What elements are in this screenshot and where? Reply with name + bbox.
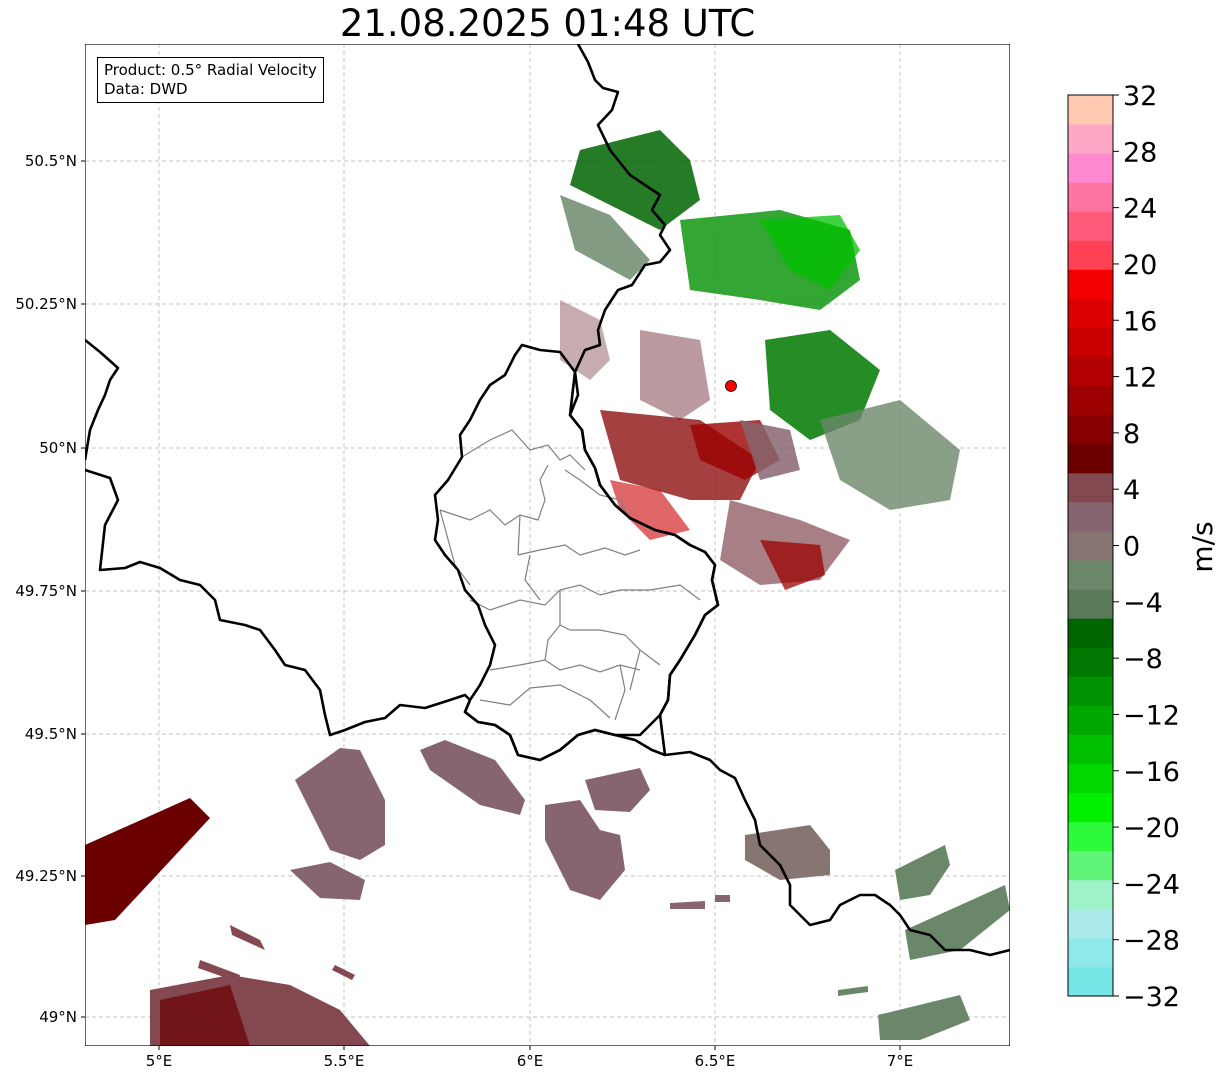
colorbar-swatch (1068, 472, 1113, 503)
colorbar-swatch (1068, 298, 1113, 329)
colorbar-swatch (1068, 443, 1113, 474)
colorbar-swatch (1068, 124, 1113, 154)
colorbar-tick-label: −4 (1123, 588, 1163, 619)
colorbar-swatch (1068, 763, 1113, 794)
data-source-label: Data: DWD (104, 80, 188, 98)
colorbar-swatch (1068, 676, 1113, 706)
colorbar-tick-label: 16 (1123, 306, 1157, 337)
colorbar-swatch (1068, 734, 1113, 764)
colorbar-swatch (1068, 153, 1113, 183)
colorbar-swatch (1068, 211, 1113, 241)
longitude-ticks: 5°E 5.5°E 6°E 6.5°E 7°E (146, 1046, 914, 1070)
colorbar-swatch (1068, 385, 1113, 416)
colorbar-swatch (1068, 269, 1113, 299)
lat-tick-label: 49.25°N (15, 867, 77, 885)
latitude-ticks: 50.5°N 50.25°N 50°N 49.75°N 49.5°N 49.25… (15, 152, 85, 1026)
colorbar-tick-label: −32 (1123, 982, 1180, 1013)
colorbar-ticks: 32 28 24 20 16 12 8 4 0 −4 −8 −12 −16 −20 −24 −28 −32 (1113, 81, 1180, 1013)
colorbar-swatch (1068, 908, 1113, 939)
product-label: Product: 0.5° Radial Velocity (104, 61, 317, 79)
lat-tick-label: 49.75°N (15, 582, 77, 600)
lat-tick-label: 50.5°N (25, 152, 77, 170)
lat-tick-label: 50.25°N (15, 295, 77, 313)
colorbar-swatch (1068, 647, 1113, 677)
colorbar-swatch (1068, 618, 1113, 648)
colorbar-swatch (1068, 356, 1113, 387)
map-title: 21.08.2025 01:48 UTC (339, 2, 756, 45)
gridlines (85, 44, 1010, 1046)
colorbar-swatch (1068, 501, 1113, 532)
colorbar-tick-label: −16 (1123, 757, 1180, 788)
colorbar-swatch (1068, 850, 1113, 881)
colorbar-tick-label: 20 (1123, 250, 1157, 281)
lat-tick-label: 49.5°N (25, 725, 77, 743)
colorbar-unit-label: m/s (1186, 521, 1219, 572)
colorbar-swatch (1068, 821, 1113, 852)
colorbar-tick-label: −8 (1123, 644, 1163, 675)
colorbar-tick-label: 0 (1123, 532, 1140, 563)
colorbar-swatches (1068, 95, 1113, 997)
colorbar-swatch (1068, 95, 1113, 125)
colorbar-swatch (1068, 182, 1113, 212)
colorbar-swatch (1068, 589, 1113, 619)
colorbar-tick-label: 28 (1123, 137, 1157, 168)
lon-tick-label: 6.5°E (695, 1052, 736, 1070)
country-borders (85, 44, 1010, 957)
lat-tick-label: 49°N (39, 1008, 77, 1026)
lon-tick-label: 7°E (887, 1052, 914, 1070)
colorbar-tick-label: −20 (1123, 813, 1180, 844)
canton-boundaries (439, 429, 701, 721)
colorbar-swatch (1068, 705, 1113, 735)
colorbar-swatch (1068, 792, 1113, 823)
echo-southwest-inbound (85, 740, 1010, 1046)
colorbar-swatch (1068, 966, 1113, 997)
echo-near-radar (560, 130, 960, 590)
colorbar-swatch (1068, 937, 1113, 968)
colorbar-swatch (1068, 240, 1113, 270)
map-area[interactable] (85, 44, 1010, 1046)
lat-tick-label: 50°N (39, 439, 77, 457)
colorbar-tick-label: 24 (1123, 194, 1157, 225)
colorbar-swatch (1068, 879, 1113, 910)
colorbar-tick-label: 4 (1123, 475, 1140, 506)
colorbar-tick-label: −12 (1123, 700, 1180, 731)
lon-tick-label: 6°E (517, 1052, 544, 1070)
colorbar: 32 28 24 20 16 12 8 4 0 −4 −8 −12 −16 −20 −24 −28 −32 m/… (1067, 81, 1219, 1013)
colorbar-tick-label: 12 (1123, 363, 1157, 394)
colorbar-tick-label: −28 (1123, 926, 1180, 957)
colorbar-tick-label: 8 (1123, 419, 1140, 450)
colorbar-tick-label: 32 (1123, 81, 1157, 112)
colorbar-swatch (1068, 414, 1113, 445)
radar-site-marker[interactable] (725, 380, 737, 392)
lon-tick-label: 5°E (146, 1052, 173, 1070)
colorbar-swatch (1068, 530, 1113, 561)
product-info-box: Product: 0.5° Radial Velocity Data: DWD (97, 57, 324, 103)
colorbar-swatch (1068, 327, 1113, 358)
lon-tick-label: 5.5°E (324, 1052, 365, 1070)
colorbar-swatch (1068, 560, 1113, 590)
colorbar-tick-label: −24 (1123, 869, 1180, 900)
